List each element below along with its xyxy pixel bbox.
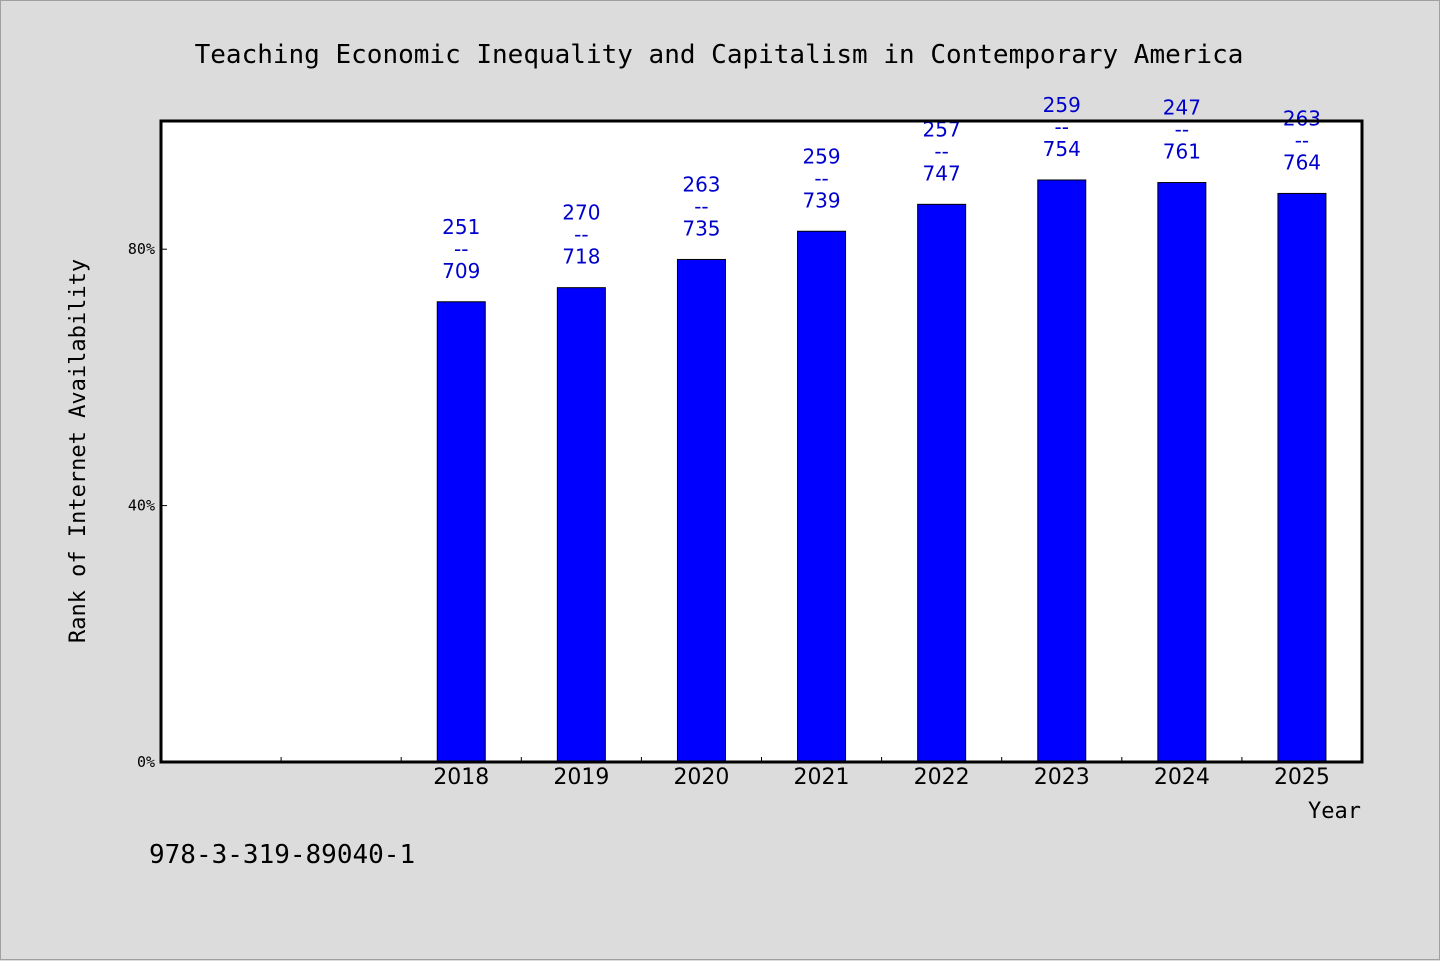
bar-2022: [917, 203, 967, 763]
data-label-top: 263: [682, 172, 720, 196]
data-label-top: 259: [1043, 93, 1081, 117]
bar-2019: [556, 287, 606, 763]
bar-2024: [1157, 182, 1207, 763]
bar-2021: [797, 230, 847, 763]
data-label-separator: --: [454, 237, 468, 261]
data-label-bottom: 761: [1163, 140, 1201, 164]
x-tick-label: 2022: [914, 765, 970, 790]
y-tick-label: 0%: [137, 753, 155, 771]
x-tick-label: 2018: [433, 765, 489, 790]
data-label-separator: --: [1295, 128, 1309, 152]
x-tick-label: 2020: [673, 765, 729, 790]
data-label-bottom: 709: [442, 259, 480, 283]
data-label-separator: --: [1055, 115, 1069, 139]
x-tick-label: 2019: [553, 765, 609, 790]
footer-code: 978-3-319-89040-1: [149, 840, 415, 870]
data-label-bottom: 735: [682, 216, 720, 240]
data-label-separator: --: [934, 139, 948, 163]
data-label-top: 263: [1283, 106, 1321, 130]
x-tick-label: 2021: [794, 765, 850, 790]
chart-title: Teaching Economic Inequality and Capital…: [195, 40, 1244, 70]
y-axis: 0% 40% 80%: [128, 240, 167, 771]
data-label-top: 251: [442, 215, 480, 239]
data-label-bottom: 739: [802, 188, 840, 212]
data-label-separator: --: [814, 166, 828, 190]
data-label-bottom: 764: [1283, 150, 1321, 174]
x-tick-label: 2023: [1034, 765, 1090, 790]
data-label-bottom: 747: [923, 161, 961, 185]
data-label-bottom: 718: [562, 245, 600, 269]
data-label-separator: --: [1175, 118, 1189, 142]
bar-2025: [1277, 192, 1327, 763]
data-label-top: 259: [802, 144, 840, 168]
bar-2018: [436, 301, 486, 763]
bar-2023: [1037, 179, 1087, 763]
bar-2020: [676, 258, 726, 763]
y-axis-title: Rank of Internet Availability: [66, 259, 91, 643]
data-label-bottom: 754: [1043, 137, 1081, 161]
x-axis: 2018 2019 2020 2021 2022 2023 2024 2025: [280, 757, 1330, 790]
data-label-top: 270: [562, 201, 600, 225]
x-tick-label: 2024: [1154, 765, 1210, 790]
x-tick-label: 2025: [1274, 765, 1330, 790]
data-labels-layer: 251--709270--718263--735259--739257--747…: [442, 93, 1321, 283]
bars-layer: [436, 179, 1327, 763]
data-label-separator: --: [574, 223, 588, 247]
data-label-separator: --: [694, 194, 708, 218]
y-tick-label: 40%: [128, 497, 155, 515]
data-label-top: 247: [1163, 96, 1201, 120]
y-tick-label: 80%: [128, 240, 155, 258]
x-axis-title: Year: [1308, 799, 1361, 824]
